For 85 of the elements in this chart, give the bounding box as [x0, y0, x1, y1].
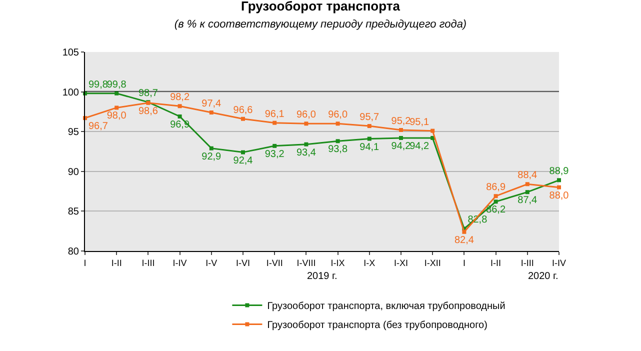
data-label: 92,4	[233, 155, 254, 166]
data-label: 98,7	[138, 88, 158, 100]
point	[241, 150, 245, 154]
data-label: 88,0	[549, 190, 570, 202]
data-label: 93,8	[328, 144, 348, 156]
data-label: 98,6	[138, 106, 158, 117]
point	[557, 178, 561, 182]
legend-label: Грузооборот транспорта, включая трубопроводный	[267, 301, 506, 312]
data-label: 86,9	[486, 182, 506, 194]
point	[241, 116, 245, 121]
data-label: 94,2	[410, 140, 430, 152]
data-label: 95,2	[391, 116, 412, 128]
x-tick-label: I-VII	[266, 258, 283, 268]
point	[525, 190, 530, 194]
data-label: 99,8	[88, 79, 108, 90]
point	[399, 128, 403, 132]
x-tick-label: I-III	[520, 258, 534, 268]
data-label: 96,7	[88, 121, 108, 132]
point	[304, 122, 308, 126]
y-tick-label: 90	[68, 166, 80, 178]
x-tick-label: I-II	[111, 258, 122, 268]
data-label: 94,1	[360, 142, 380, 153]
y-tick-label: 105	[62, 48, 80, 58]
data-label: 99,8	[106, 79, 127, 90]
point	[367, 136, 372, 141]
text: 2020 г.	[528, 271, 558, 282]
data-label: 95,7	[360, 112, 380, 124]
data-label: 92,9	[202, 151, 222, 162]
data-label: 98,2	[170, 92, 190, 104]
y-tick-label: 80	[68, 246, 80, 258]
point	[178, 114, 182, 118]
point	[272, 120, 277, 125]
data-label: 97,4	[202, 98, 222, 110]
x-tick-label: I-II	[490, 258, 502, 268]
point	[272, 144, 277, 148]
x-tick-label: I	[462, 258, 466, 268]
y-tick-label: 95	[68, 127, 80, 138]
text: 2019 г.	[307, 271, 338, 282]
point	[494, 194, 498, 198]
point	[494, 200, 498, 204]
data-label: 82,4	[454, 234, 474, 246]
x-tick-label: I-X	[364, 258, 376, 268]
data-label: 95,1	[410, 116, 430, 128]
data-label: 93,2	[264, 148, 285, 160]
point	[367, 124, 372, 128]
data-label: 93,4	[296, 147, 316, 158]
y-tick-label: 100	[62, 87, 80, 98]
point	[178, 104, 182, 108]
x-tick-label: I-III	[142, 258, 155, 268]
data-label: 96,9	[170, 119, 190, 130]
data-label: 98,0	[106, 110, 127, 122]
x-tick-label: I-V	[206, 258, 218, 268]
point	[462, 230, 466, 234]
chart-title: Грузооборот транспорта	[240, 0, 401, 14]
data-label: 96,6	[233, 104, 254, 116]
data-label: 96,0	[296, 110, 316, 121]
x-tick-label: I-IV	[552, 258, 566, 268]
data-label: 96,0	[328, 110, 348, 121]
chart-subtitle: (в % к соответствующему периоду предыдущего года)	[174, 18, 467, 30]
point	[525, 182, 530, 186]
data-label: 87,4	[518, 195, 538, 206]
point	[399, 136, 403, 140]
data-label: 94,2	[391, 140, 412, 152]
x-tick-label: I-IV	[172, 258, 187, 268]
point	[336, 139, 340, 144]
point	[209, 146, 214, 150]
point	[209, 110, 214, 114]
x-tick-label: I	[84, 258, 86, 268]
point	[336, 122, 340, 126]
x-tick-label: I-VIII	[296, 258, 316, 268]
point	[557, 185, 561, 190]
data-label: 88,4	[518, 170, 538, 182]
legend-label: Грузооборот транспорта (без трубопроводного)	[267, 320, 488, 332]
data-label: 86,2	[486, 204, 506, 216]
data-label: 96,1	[264, 108, 285, 120]
point	[114, 91, 119, 96]
x-tick-label: I-IX	[330, 258, 345, 268]
x-tick-label: I-VI	[236, 258, 250, 268]
data-label: 88,9	[549, 166, 570, 178]
x-tick-label: I-XI	[394, 258, 408, 268]
point	[304, 142, 308, 146]
x-tick-label: I-XII	[424, 258, 441, 268]
y-tick-label: 85	[68, 206, 80, 218]
point	[114, 106, 119, 110]
point	[430, 128, 435, 133]
